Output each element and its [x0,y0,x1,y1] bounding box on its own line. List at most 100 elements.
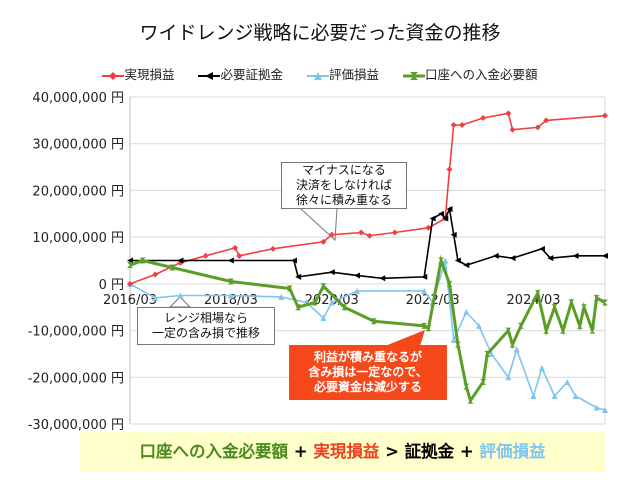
formula-banner: 口座への入金必要額 + 実現損益 > 証拠金 + 評価損益 [80,432,605,472]
data-point [517,322,524,329]
data-point [438,257,445,264]
data-point [534,124,541,131]
annotation-line: 含み損は一定なので、 [308,365,428,379]
data-point [391,229,398,236]
legend-item-realized: 実現損益 [102,64,175,83]
data-point [295,273,302,280]
data-point [442,215,449,222]
data-point [480,378,487,385]
annotation-line: レンジ相場なら [163,311,248,325]
x-tick-label: 2016/03 [103,293,157,308]
data-point [559,327,566,334]
data-point [602,252,608,259]
data-point [379,275,386,282]
data-point [484,350,491,357]
data-point [127,257,133,264]
data-point [152,271,159,278]
data-point [366,232,373,239]
legend-marker-realized [102,71,125,80]
data-point [429,215,436,222]
data-point [505,110,512,117]
data-point [421,273,428,280]
data-point [295,304,302,311]
data-point [450,336,457,343]
data-point [543,117,550,124]
data-point [328,299,335,306]
data-point [320,283,327,290]
formula-unrealized: 評価損益 [479,442,546,461]
y-tick-label: -10,000,000 円 [28,325,124,340]
legend-item-margin: 必要証拠金 [198,64,283,83]
y-tick-label: 30,000,000 円 [32,138,124,153]
data-point [572,252,579,259]
data-point [488,350,495,357]
legend: 実現損益 必要証拠金 評価損益 口座への入金必要額 [0,64,640,83]
data-point [505,374,512,381]
annotation-range: レンジ相場なら 一定の含み損で推移 [137,307,275,345]
data-point [169,264,176,271]
annotation-line: 徐々に積み重なる [295,193,392,207]
annotation-line: 必要資金は減少する [313,380,422,394]
data-point [538,364,545,371]
data-point [127,280,133,287]
legend-marker-unrealized [306,71,329,80]
data-point [341,304,348,311]
data-point [177,292,184,299]
data-point [564,378,571,385]
data-point [509,126,516,133]
formula-margin: 証拠金 [404,442,455,461]
data-point [459,122,466,129]
data-point [278,293,285,300]
data-point [463,262,470,269]
data-point [551,392,558,399]
series-line-3 [129,254,606,405]
annotation-line: 一定の含み損で推移 [151,326,260,340]
data-point [450,231,457,238]
data-point [538,245,545,252]
y-tick-label: -30,000,000 円 [28,418,124,433]
data-point [551,304,558,311]
data-point [202,252,209,259]
data-point [534,290,541,297]
data-point [227,278,234,285]
y-tick-label: 0 円 [99,278,124,293]
formula-deposit: 口座への入金必要額 [139,442,289,461]
data-point [442,257,449,264]
data-point [286,285,293,292]
data-point [505,327,512,334]
data-point [513,346,520,353]
annotation-decrease: 利益が積み重なるが 含み損は一定なので、 必要資金は減少する [289,345,447,400]
formula-realized: 実現損益 [313,442,380,461]
data-point [543,327,550,334]
data-point [509,341,516,348]
data-point [425,325,432,332]
y-tick-label: 20,000,000 円 [32,184,124,199]
data-point [475,322,482,329]
data-point [580,304,587,311]
data-point [320,314,327,321]
y-tick-label: 10,000,000 円 [32,231,124,246]
data-point [576,322,583,329]
legend-label: 実現損益 [124,67,175,82]
data-point [232,244,239,251]
data-point [421,287,428,294]
data-point [236,252,243,259]
data-point [328,269,335,276]
callout-pointer [385,330,425,346]
annotation-accumulate: マイナスになる 決済をしなければ 徐々に積み重なる [281,162,407,209]
data-point [480,115,487,122]
annotation-line: マイナスになる [302,163,386,177]
legend-label: 評価損益 [328,67,379,82]
legend-item-unrealized: 評価損益 [306,64,379,83]
annotation-line: 決済をしなければ [295,178,392,192]
legend-label: 口座への入金必要額 [424,67,538,82]
data-point [328,231,335,238]
data-point [425,224,432,231]
formula-plus: + [288,442,314,461]
legend-label: 必要証拠金 [220,67,283,82]
data-point [547,255,554,262]
data-point [177,257,184,264]
data-point [269,245,276,252]
y-tick-label: 40,000,000 円 [32,91,124,106]
data-point [454,341,461,348]
